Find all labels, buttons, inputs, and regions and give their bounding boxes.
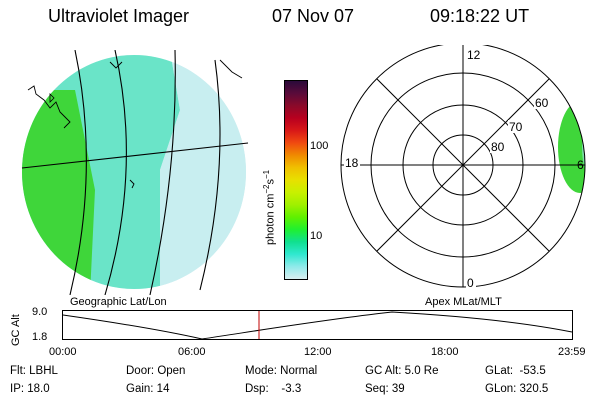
- time-label: 09:18:22 UT: [430, 6, 530, 26]
- polar-emission: [558, 101, 585, 193]
- dsp-info: Dsp: -3.3: [245, 383, 302, 395]
- geo-map-label: Geographic Lat/Lon: [70, 296, 167, 308]
- mode-info: Mode: Normal: [245, 365, 318, 377]
- colorbar: [284, 80, 308, 280]
- altitude-xtick-2359: 23:59: [558, 346, 586, 358]
- polar-plot-label: Apex MLat/MLT: [425, 296, 502, 308]
- seq-info: Seq: 39: [365, 383, 405, 395]
- filter-info: Flt: LBHL: [10, 365, 58, 377]
- coastline: [27, 85, 71, 129]
- altitude-xtick-0000: 00:00: [49, 346, 77, 358]
- geographic-map: [21, 50, 249, 295]
- glat-info: GLat: -53.5: [485, 365, 546, 377]
- ip-info: IP: 18.0: [10, 383, 50, 395]
- mlt-label-0: 0: [467, 276, 474, 290]
- mlt-label-12: 12: [467, 48, 481, 62]
- altitude-ytick-max: 9.0: [32, 306, 48, 318]
- altitude-curve: [62, 311, 573, 340]
- mlat-label-70: 70: [509, 120, 523, 134]
- colorbar-tick-100: 100: [310, 140, 329, 152]
- altitude-xtick-1200: 12:00: [304, 346, 332, 358]
- altitude-xtick-0600: 06:00: [178, 346, 206, 358]
- colorbar-tick-10: 10: [310, 230, 323, 242]
- mlat-label-60: 60: [535, 96, 549, 110]
- altitude-ytick-min: 1.8: [32, 331, 48, 343]
- mlat-label-80: 80: [491, 140, 505, 154]
- door-info: Door: Open: [126, 365, 186, 377]
- colorbar-unit-label: photon cm−2s−1: [262, 169, 277, 245]
- altitude-plot: [62, 310, 573, 340]
- gc-alt-info: GC Alt: 5.0 Re: [365, 365, 439, 377]
- instrument-title: Ultraviolet Imager: [48, 6, 190, 26]
- altitude-xtick-1800: 18:00: [431, 346, 459, 358]
- gain-info: Gain: 14: [126, 383, 170, 395]
- altitude-ylabel: GC Alt: [10, 314, 22, 346]
- glon-info: GLon: 320.5: [485, 383, 549, 395]
- polar-plot: 12 18 6 0 60 70 80: [340, 45, 586, 290]
- mlt-label-6: 6: [577, 158, 584, 172]
- date-label: 07 Nov 07: [272, 6, 355, 26]
- mlt-label-18: 18: [345, 156, 359, 170]
